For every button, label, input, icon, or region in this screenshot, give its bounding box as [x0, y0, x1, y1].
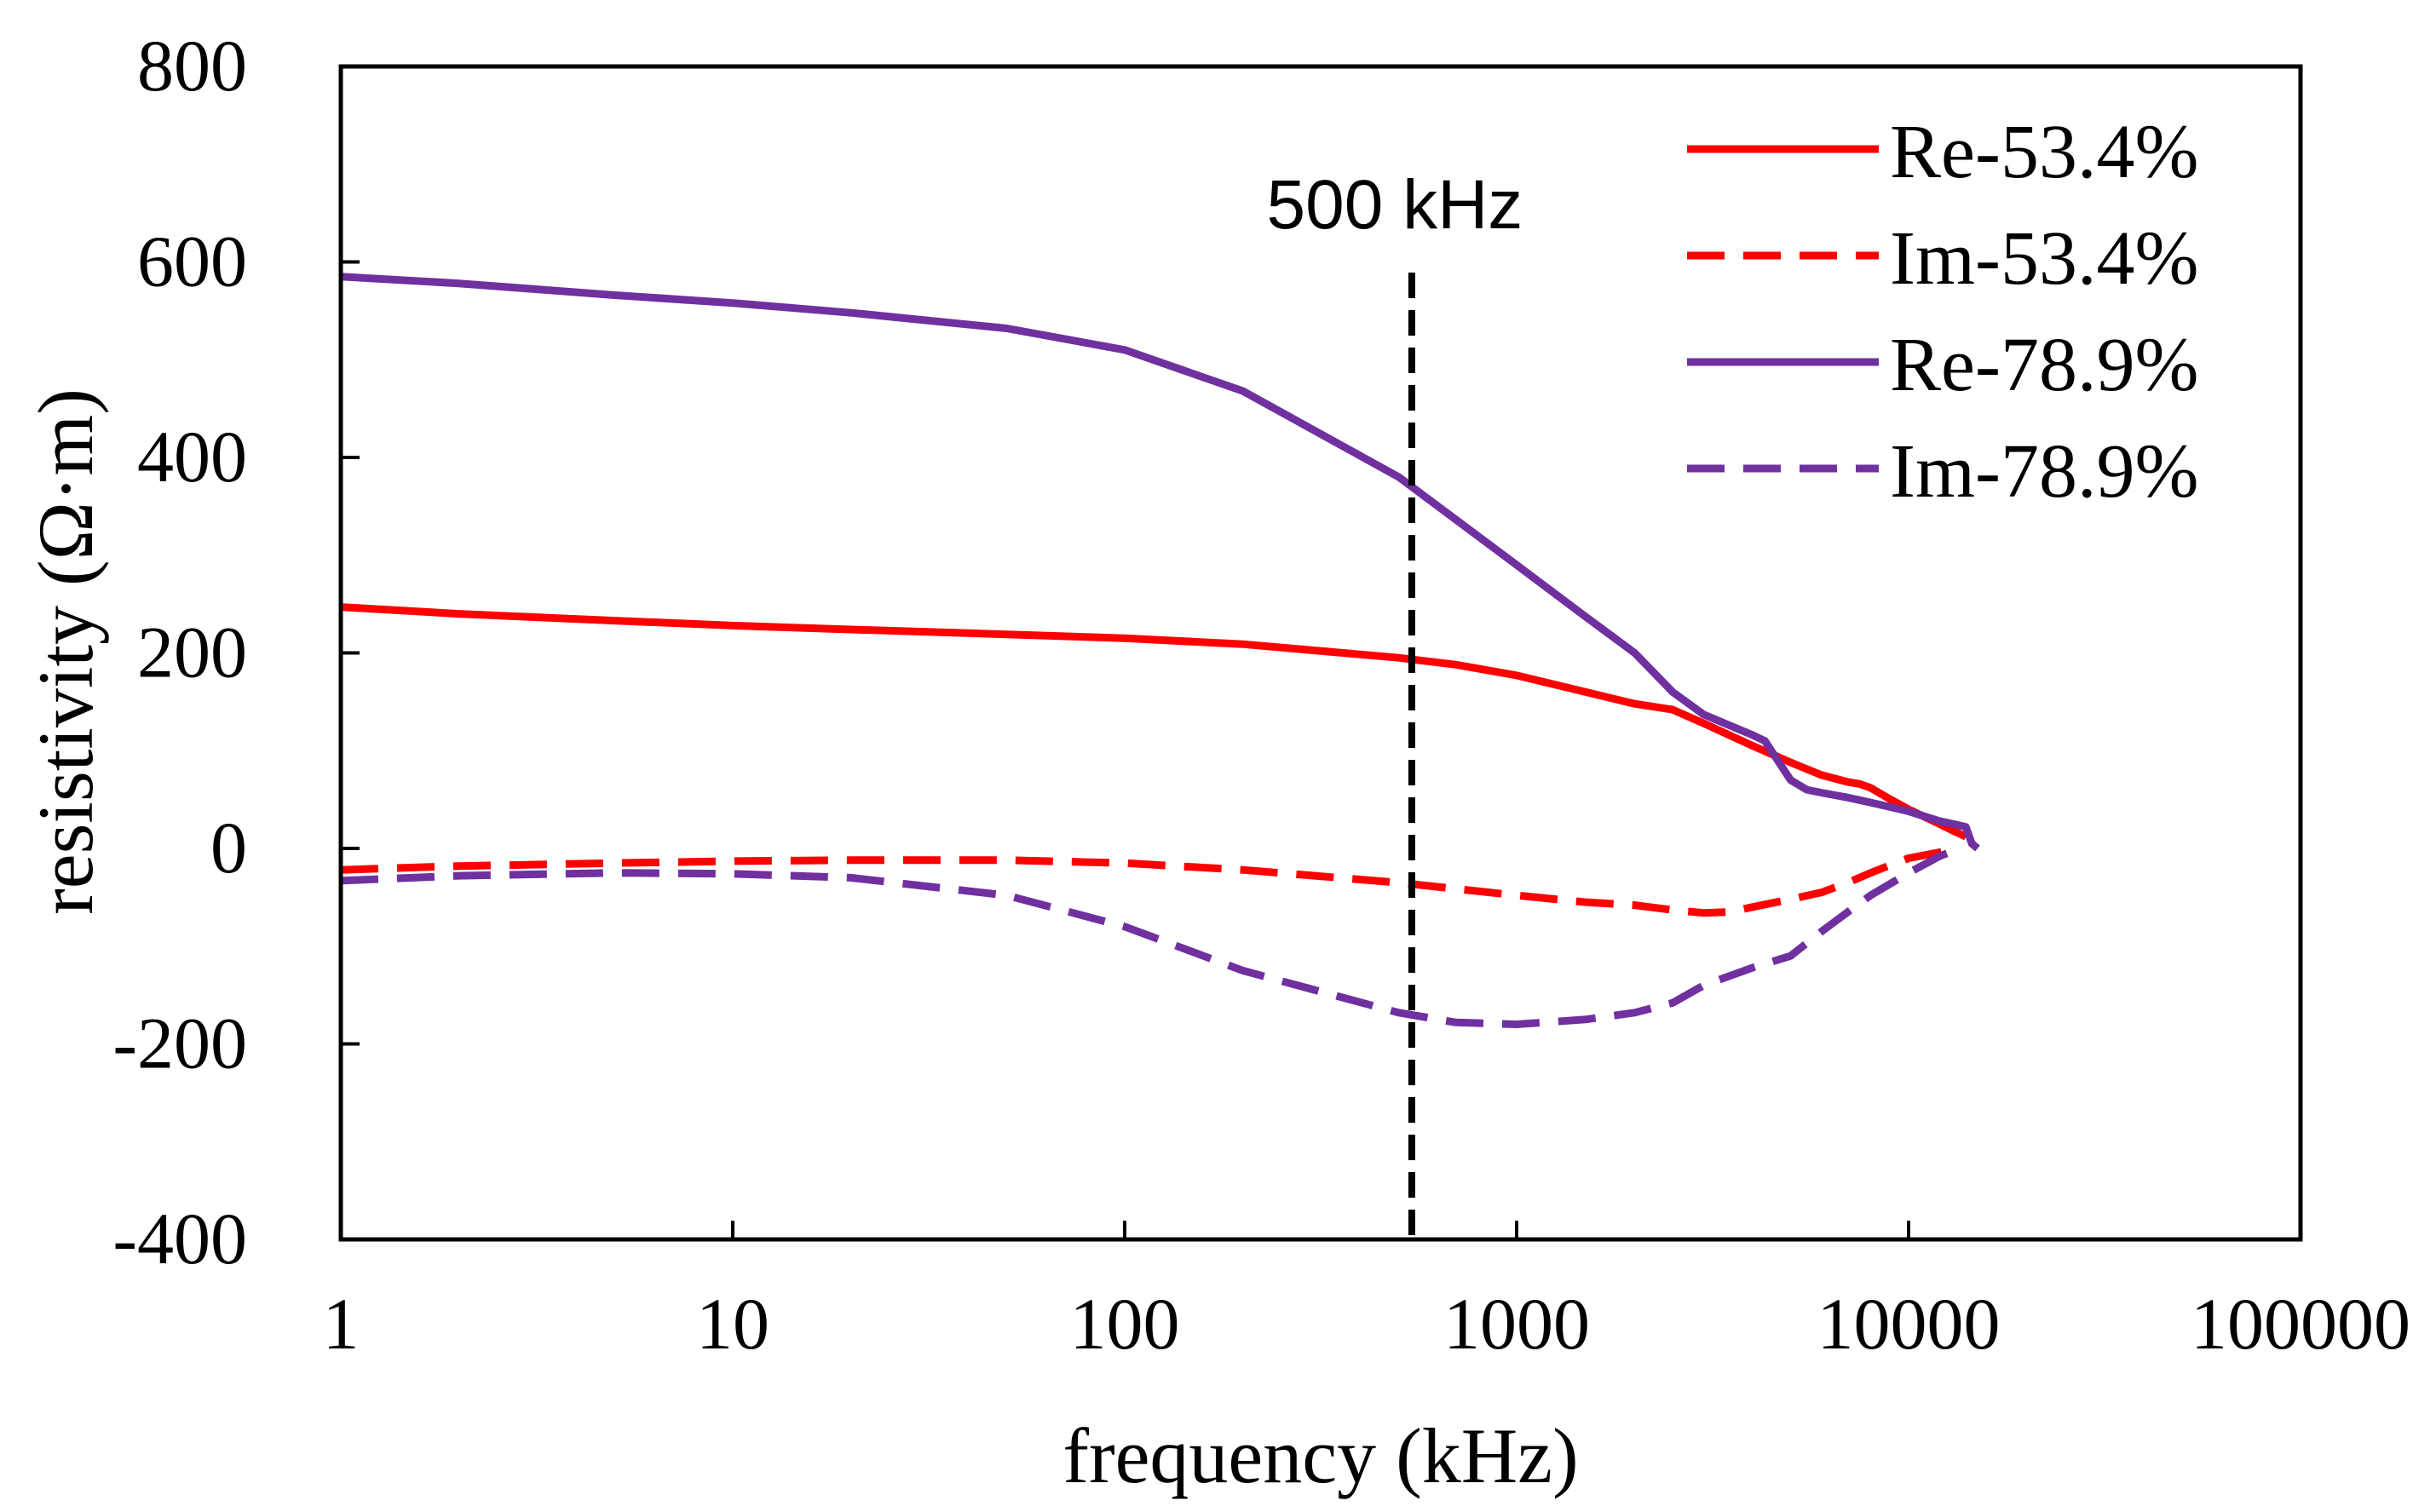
annotation-label: 500 kHz [1266, 166, 1523, 244]
y-tick-label: 200 [137, 612, 247, 693]
x-tick-label: 10 [696, 1283, 769, 1365]
legend-label-4: Im-78.9% [1890, 429, 2198, 514]
y-tick-label: 0 [210, 807, 247, 888]
annotation-layer: 500 kHz [1266, 166, 1523, 1239]
y-tick-label: 400 [137, 416, 247, 497]
x-tick-label: 10000 [1817, 1283, 2001, 1365]
x-tick-label: 100 [1070, 1283, 1180, 1365]
legend-label-2: Im-53.4% [1890, 216, 2198, 301]
series-layer [340, 273, 1980, 1028]
x-axis-label: frequency (kHz) [1063, 1412, 1578, 1499]
legend-label-1: Re-53.4% [1890, 110, 2198, 194]
legend: Re-53.4% Im-53.4% Re-78.9% Im-78.9% [1687, 110, 2198, 514]
x-tick-label: 1 [323, 1283, 360, 1365]
x-tick-label: 1000 [1443, 1283, 1590, 1365]
y-axis-label: resistivity (Ω·m) [22, 388, 109, 915]
y-tick-label: -400 [112, 1198, 247, 1279]
y-tick-label: -200 [112, 1003, 247, 1084]
labels-layer: frequency (kHz) resistivity (Ω·m) [22, 388, 1579, 1499]
y-tick-label: 800 [137, 25, 247, 106]
series-line-2 [340, 844, 1961, 917]
ticks-layer: 1 10 100 1000 10000 100000 -400 -200 0 200 400 600 8… [112, 25, 2410, 1365]
x-tick-label: 100000 [2191, 1283, 2410, 1365]
series-line-3 [340, 273, 1980, 852]
series-line-1 [340, 603, 1968, 841]
y-tick-label: 600 [137, 221, 247, 302]
series-line-4 [340, 844, 1961, 1028]
legend-label-3: Re-78.9% [1890, 323, 2198, 407]
